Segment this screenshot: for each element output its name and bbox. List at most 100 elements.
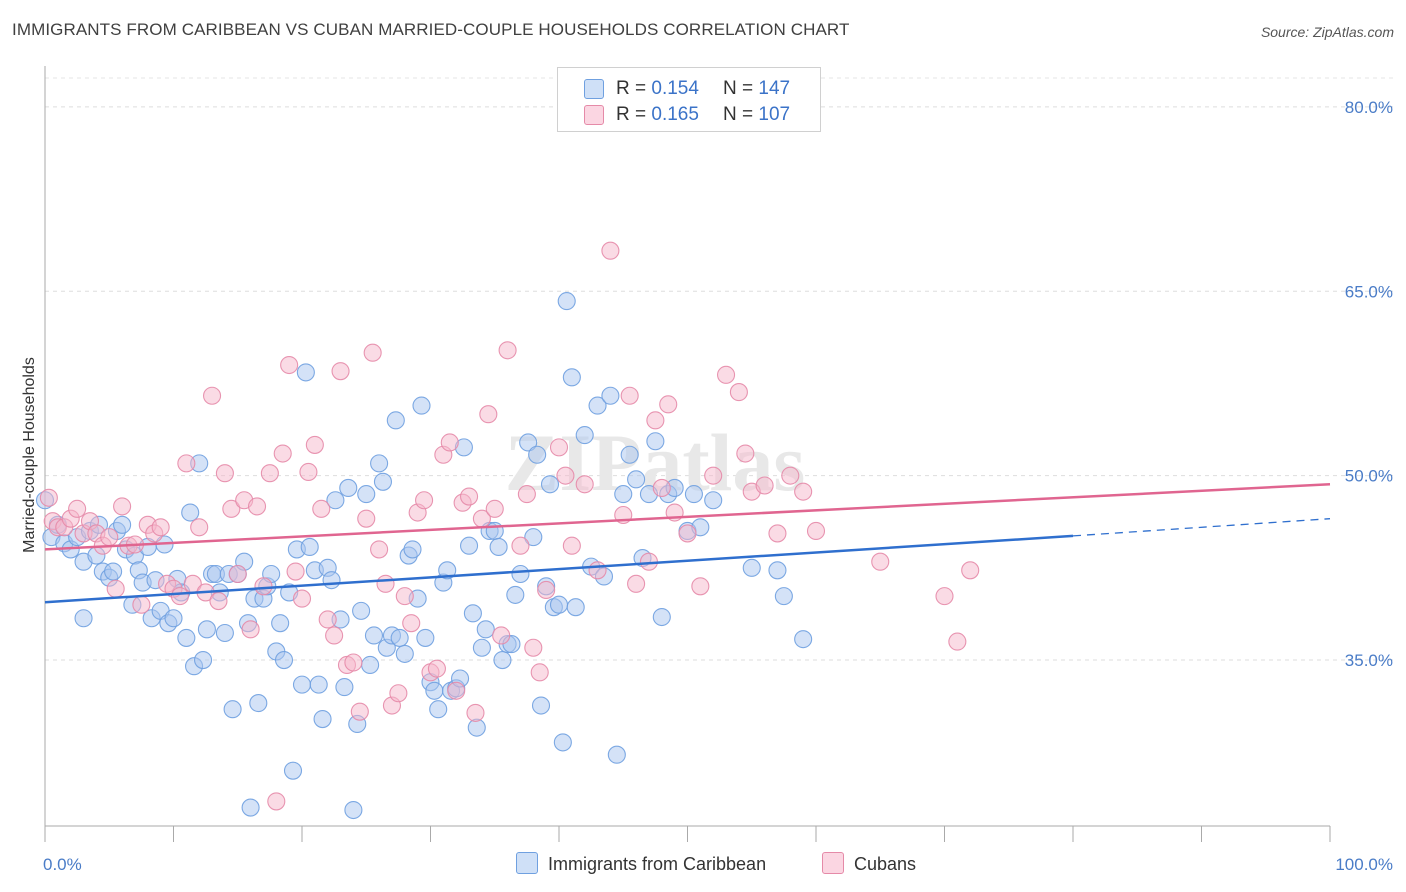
bottom-legend-label-cubans: Cubans: [854, 854, 917, 874]
x-tick-label-1: 100.0%: [1335, 855, 1393, 874]
point-0-107: [506, 585, 525, 604]
trend-line-extension-0: [1072, 518, 1331, 537]
point-0-88: [425, 681, 444, 700]
point-0-109: [519, 433, 538, 452]
point-1-83: [601, 241, 620, 260]
point-0-30: [177, 628, 196, 647]
point-0-114: [540, 475, 560, 494]
legend-n-value: 147: [758, 78, 791, 99]
point-1-39: [286, 562, 305, 581]
point-1-76: [530, 663, 549, 682]
legend-swatch-caribbean: [584, 79, 604, 99]
point-1-63: [440, 433, 459, 452]
point-0-47: [249, 694, 268, 713]
legend-n-label: N =: [723, 78, 754, 99]
point-1-33: [247, 497, 267, 516]
point-1-0: [39, 488, 58, 507]
point-0-139: [704, 491, 723, 510]
point-1-38: [280, 355, 299, 375]
point-0-71: [352, 601, 371, 620]
point-1-93: [691, 577, 710, 596]
point-1-69: [479, 405, 498, 424]
point-0-127: [614, 485, 633, 504]
point-1-77: [537, 580, 556, 600]
legend-row-cubans: R = 0.165 N = 107: [558, 101, 820, 127]
point-0-142: [774, 587, 793, 606]
point-1-78: [549, 438, 569, 457]
point-1-59: [415, 491, 434, 510]
point-0-72: [357, 485, 376, 504]
legend-row-caribbean: R = 0.154 N = 147: [558, 75, 820, 101]
tick-labels: 35.0% 50.0% 65.0% 80.0% 0.0% 100.0%: [43, 98, 1393, 874]
point-1-82: [588, 561, 607, 580]
y-tick-label-2: 65.0%: [1345, 282, 1393, 301]
point-1-104: [871, 552, 890, 571]
point-1-52: [370, 540, 389, 559]
trend-line-1: [44, 483, 1331, 551]
point-1-95: [716, 365, 736, 384]
point-0-120: [566, 598, 585, 617]
point-0-129: [627, 470, 646, 489]
point-0-121: [575, 426, 594, 445]
point-1-94: [704, 466, 723, 485]
point-0-97: [463, 604, 482, 623]
point-0-35: [197, 620, 216, 639]
point-0-128: [620, 445, 639, 464]
point-1-105: [935, 587, 954, 606]
point-0-69: [344, 800, 363, 820]
point-1-97: [736, 444, 755, 463]
bottom-legend-label-caribbean: Immigrants from Caribbean: [548, 854, 767, 874]
point-1-30: [228, 564, 247, 584]
point-1-73: [511, 536, 530, 555]
legend-r-value: 0.165: [651, 104, 699, 125]
point-1-27: [209, 591, 228, 611]
point-0-53: [274, 650, 294, 670]
point-0-140: [742, 558, 761, 577]
point-0-125: [601, 386, 620, 405]
point-1-71: [492, 626, 511, 645]
y-tick-label-3: 80.0%: [1345, 98, 1393, 117]
legend-r-label: R =: [616, 104, 647, 125]
point-1-49: [350, 702, 369, 721]
point-1-72: [498, 341, 517, 360]
point-0-73: [361, 655, 380, 675]
point-1-32: [241, 620, 260, 639]
point-0-119: [562, 368, 581, 387]
point-1-75: [524, 638, 543, 657]
point-1-88: [646, 411, 665, 430]
point-1-28: [215, 464, 234, 483]
point-1-89: [652, 478, 671, 498]
point-0-76: [373, 472, 393, 491]
point-1-44: [318, 610, 337, 629]
point-0-58: [296, 363, 315, 382]
point-0-85: [412, 396, 431, 415]
y-tick-label-0: 35.0%: [1345, 651, 1393, 670]
bottom-legend-cubans: Cubans: [822, 852, 916, 875]
point-0-96: [459, 536, 479, 555]
point-0-103: [489, 537, 508, 557]
point-1-99: [755, 476, 774, 495]
bottom-legend-caribbean: Immigrants from Caribbean: [516, 852, 766, 875]
point-0-45: [241, 798, 260, 817]
point-1-35: [260, 464, 279, 483]
point-0-108: [511, 564, 530, 584]
point-1-106: [948, 632, 967, 651]
axes: [44, 66, 1331, 842]
point-1-96: [729, 383, 748, 402]
legend-n-label: N =: [723, 104, 754, 125]
point-1-48: [344, 653, 363, 672]
point-1-86: [627, 574, 646, 593]
point-0-137: [684, 485, 703, 504]
point-1-12: [113, 497, 132, 516]
y-tick-label-1: 50.0%: [1345, 467, 1393, 486]
point-1-101: [781, 466, 800, 485]
point-1-5: [68, 499, 87, 518]
point-0-102: [485, 521, 504, 541]
bottom-legend-swatch-cubans: [822, 852, 844, 874]
point-1-81: [575, 475, 594, 494]
point-0-99: [472, 638, 491, 657]
x-tick-label-0: 0.0%: [43, 855, 82, 874]
point-0-74: [364, 626, 384, 645]
point-0-143: [794, 630, 813, 649]
